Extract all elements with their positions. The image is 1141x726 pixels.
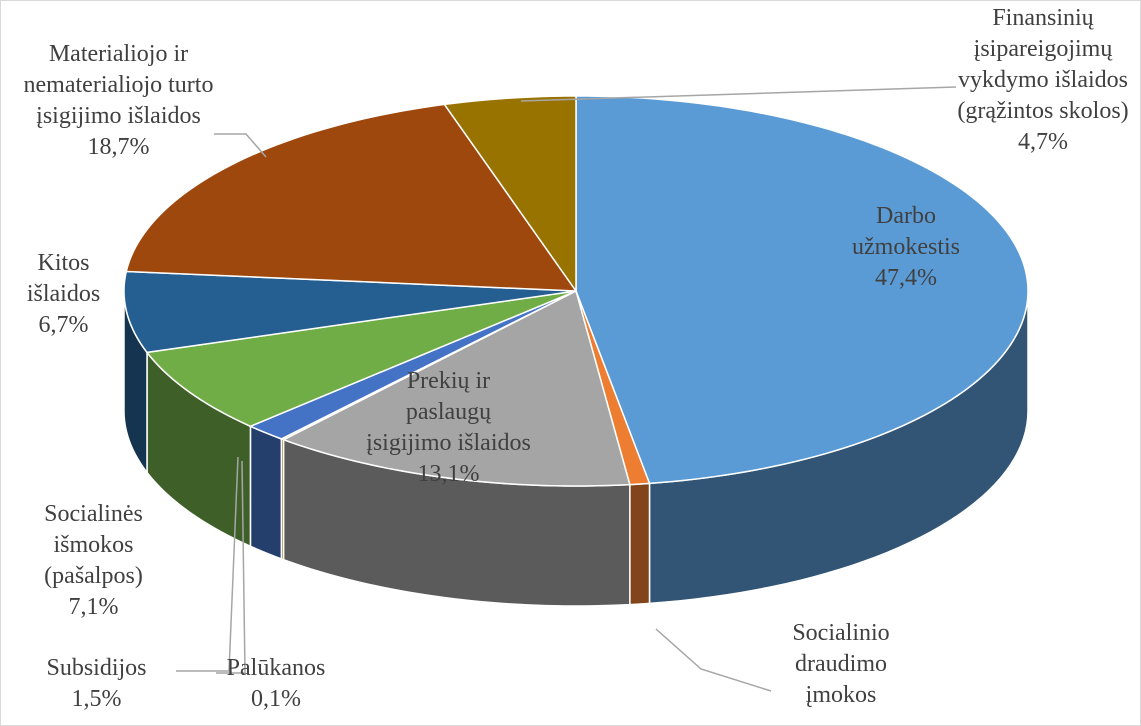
category-label: Darbo užmokestis [852,203,960,260]
category-label: Prekių ir paslaugų įsigijimo išlaidos [366,368,531,456]
data-label: Subsidijos 1,5% [9,653,184,715]
data-label: Darbo užmokestis 47,4% [831,201,981,294]
slice [123,270,577,354]
slice [575,95,1029,485]
slice [443,95,577,294]
leader-line [520,86,957,102]
value-label: 7,1% [68,594,119,620]
leader-line [655,628,772,692]
data-label: Socialinio draudimo įmokos [761,618,921,711]
slice [145,290,577,428]
leader-line [214,133,267,158]
value-label: 47,4% [875,265,937,291]
leader-line [216,460,246,674]
slice-side [249,425,283,560]
data-label: Materialiojo ir nematerialiojo turto įsi… [6,39,231,163]
category-label: Kitos išlaidos [26,250,101,307]
category-label: Materialiojo ir nematerialiojo turto įsi… [23,41,214,129]
data-label: Finansinių įsipareigojimų vykdymo išlaid… [949,3,1137,158]
category-label: Socialinio draudimo įmokos [792,620,890,708]
category-label: Subsidijos [46,655,147,681]
data-label: Socialinės išmokos (pašalpos) 7,1% [6,499,181,623]
value-label: 13,1% [417,461,480,487]
category-label: Socialinės išmokos (pašalpos) [44,501,143,589]
slice [125,103,578,292]
value-label: 0,1% [251,686,301,712]
category-label: Palūkanos [226,655,326,681]
slice [281,289,631,487]
value-label: 6,7% [38,312,89,338]
data-label: Prekių ir paslaugų įsigijimo išlaidos 13,… [366,366,531,490]
value-label: 1,5% [71,686,122,712]
leader-line [176,456,239,672]
data-label: Kitos išlaidos 6,7% [6,248,121,341]
data-label: Palūkanos 0,1% [211,653,341,715]
slice-side [629,482,651,606]
category-label: Finansinių įsipareigojimų vykdymo išlaid… [957,5,1129,124]
value-label: 18,7% [87,134,150,160]
value-label: 4,7% [1018,129,1068,155]
